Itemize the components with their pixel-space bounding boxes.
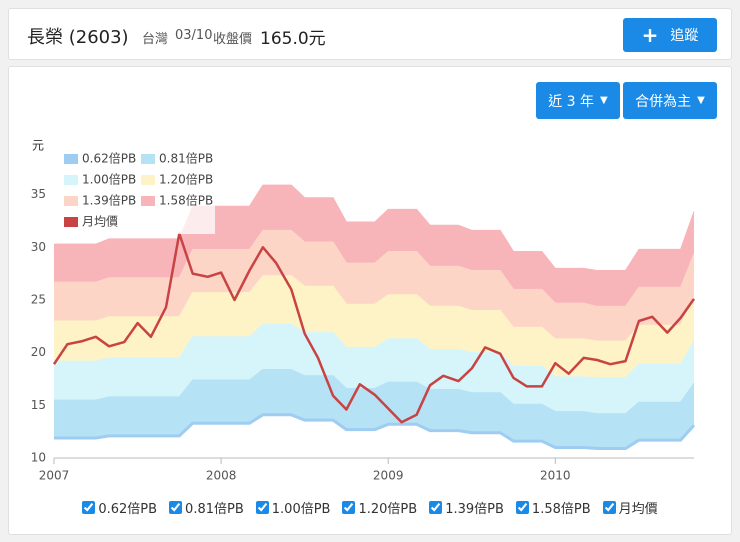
- band-line: [54, 323, 695, 379]
- legend-swatch: [141, 175, 155, 185]
- x-tick-label: 2008: [206, 469, 237, 483]
- legend-toggle-label: 1.00倍PB: [271, 502, 331, 517]
- y-tick-label: 30: [31, 240, 46, 254]
- price-label: 收盤價: [213, 32, 253, 47]
- legend-toggle[interactable]: 月均價: [602, 498, 658, 517]
- basis-label: 合併為主: [635, 93, 692, 110]
- legend-swatch: [64, 217, 78, 227]
- legend-toggle-label: 1.58倍PB: [531, 502, 591, 517]
- band-fill: [54, 275, 694, 378]
- legend-swatch: [64, 175, 78, 185]
- x-tick-label: 2010: [540, 469, 571, 483]
- range-dropdown[interactable]: 近 3 年 ▼: [536, 82, 620, 119]
- market: 台灣: [142, 32, 169, 47]
- price-line: [52, 232, 696, 424]
- y-tick-label: 25: [31, 292, 46, 306]
- y-tick-label: 15: [31, 398, 46, 412]
- legend-background: [58, 148, 215, 234]
- legend-swatch: [64, 154, 78, 164]
- band-line: [54, 184, 695, 271]
- y-tick-label: 10: [31, 451, 46, 465]
- legend-checkbox[interactable]: [515, 501, 529, 514]
- legend-toggle[interactable]: 1.20倍PB: [342, 498, 417, 517]
- legend-label: 0.62倍PB: [82, 151, 136, 166]
- legend-toggle[interactable]: 1.58倍PB: [515, 498, 591, 517]
- legend-checkbox[interactable]: [429, 501, 443, 514]
- y-tick-label: 20: [31, 345, 46, 359]
- legend-label: 1.20倍PB: [159, 172, 213, 187]
- legend-toggle-label: 1.39倍PB: [445, 502, 504, 517]
- chevron: ▼: [697, 95, 705, 106]
- legend-swatch: [64, 196, 78, 206]
- legend-label: 月均價: [82, 215, 118, 229]
- price: 165.0元: [260, 29, 326, 49]
- legend-toggle-label: 1.20倍PB: [358, 502, 418, 517]
- header-card: 長榮 (2603) 台灣 03/10 收盤價 165.0元 + 追蹤: [8, 8, 732, 60]
- follow-button[interactable]: + 追蹤: [623, 18, 717, 52]
- y-tick-label: 35: [31, 187, 46, 201]
- band-line: [54, 229, 695, 307]
- legend-toggle[interactable]: 1.00倍PB: [255, 498, 331, 517]
- legend-toggle[interactable]: 0.62倍PB: [82, 498, 157, 517]
- band-fill: [54, 369, 694, 449]
- x-tick-label: 2007: [39, 469, 70, 483]
- x-tick-label: 2009: [373, 469, 404, 483]
- stock-name: 長榮 (2603): [27, 27, 129, 48]
- legend-checkbox[interactable]: [342, 501, 356, 514]
- legend-toggle-label: 0.81倍PB: [185, 502, 244, 517]
- legend-toggle-label: 月均價: [618, 502, 658, 517]
- band-fill: [54, 324, 694, 414]
- y-axis-unit: 元: [32, 139, 44, 153]
- chevron: ▼: [600, 95, 608, 106]
- band-line: [54, 413, 696, 450]
- band-line: [54, 369, 695, 415]
- legend-label: 1.39倍PB: [82, 193, 136, 208]
- legend-toggle[interactable]: 0.81倍PB: [169, 498, 244, 517]
- legend-checkbox[interactable]: [169, 501, 183, 514]
- legend-checkbox[interactable]: [82, 501, 96, 514]
- legend-label: 1.58倍PB: [159, 193, 213, 208]
- legend-toggle[interactable]: 1.39倍PB: [429, 498, 504, 517]
- legend-toggle-label: 0.62倍PB: [98, 502, 158, 517]
- date: 03/10: [175, 28, 213, 43]
- basis-dropdown[interactable]: 合併為主 ▼: [623, 82, 717, 119]
- range-label: 近 3 年: [548, 93, 595, 110]
- legend-label: 1.00倍PB: [82, 172, 136, 187]
- band-fill: [54, 230, 694, 342]
- follow-label: 追蹤: [670, 28, 699, 44]
- legend-checkbox[interactable]: [255, 501, 269, 514]
- legend-swatch: [141, 196, 155, 206]
- plus-icon: +: [641, 23, 659, 47]
- legend-swatch: [141, 154, 155, 164]
- legend-toggles: 0.62倍PB 0.81倍PB 1.00倍PB 1.20倍PB 1.39倍PB 1.58倍…: [0, 498, 740, 517]
- legend-checkbox[interactable]: [602, 501, 616, 514]
- legend-label: 0.81倍PB: [159, 151, 213, 166]
